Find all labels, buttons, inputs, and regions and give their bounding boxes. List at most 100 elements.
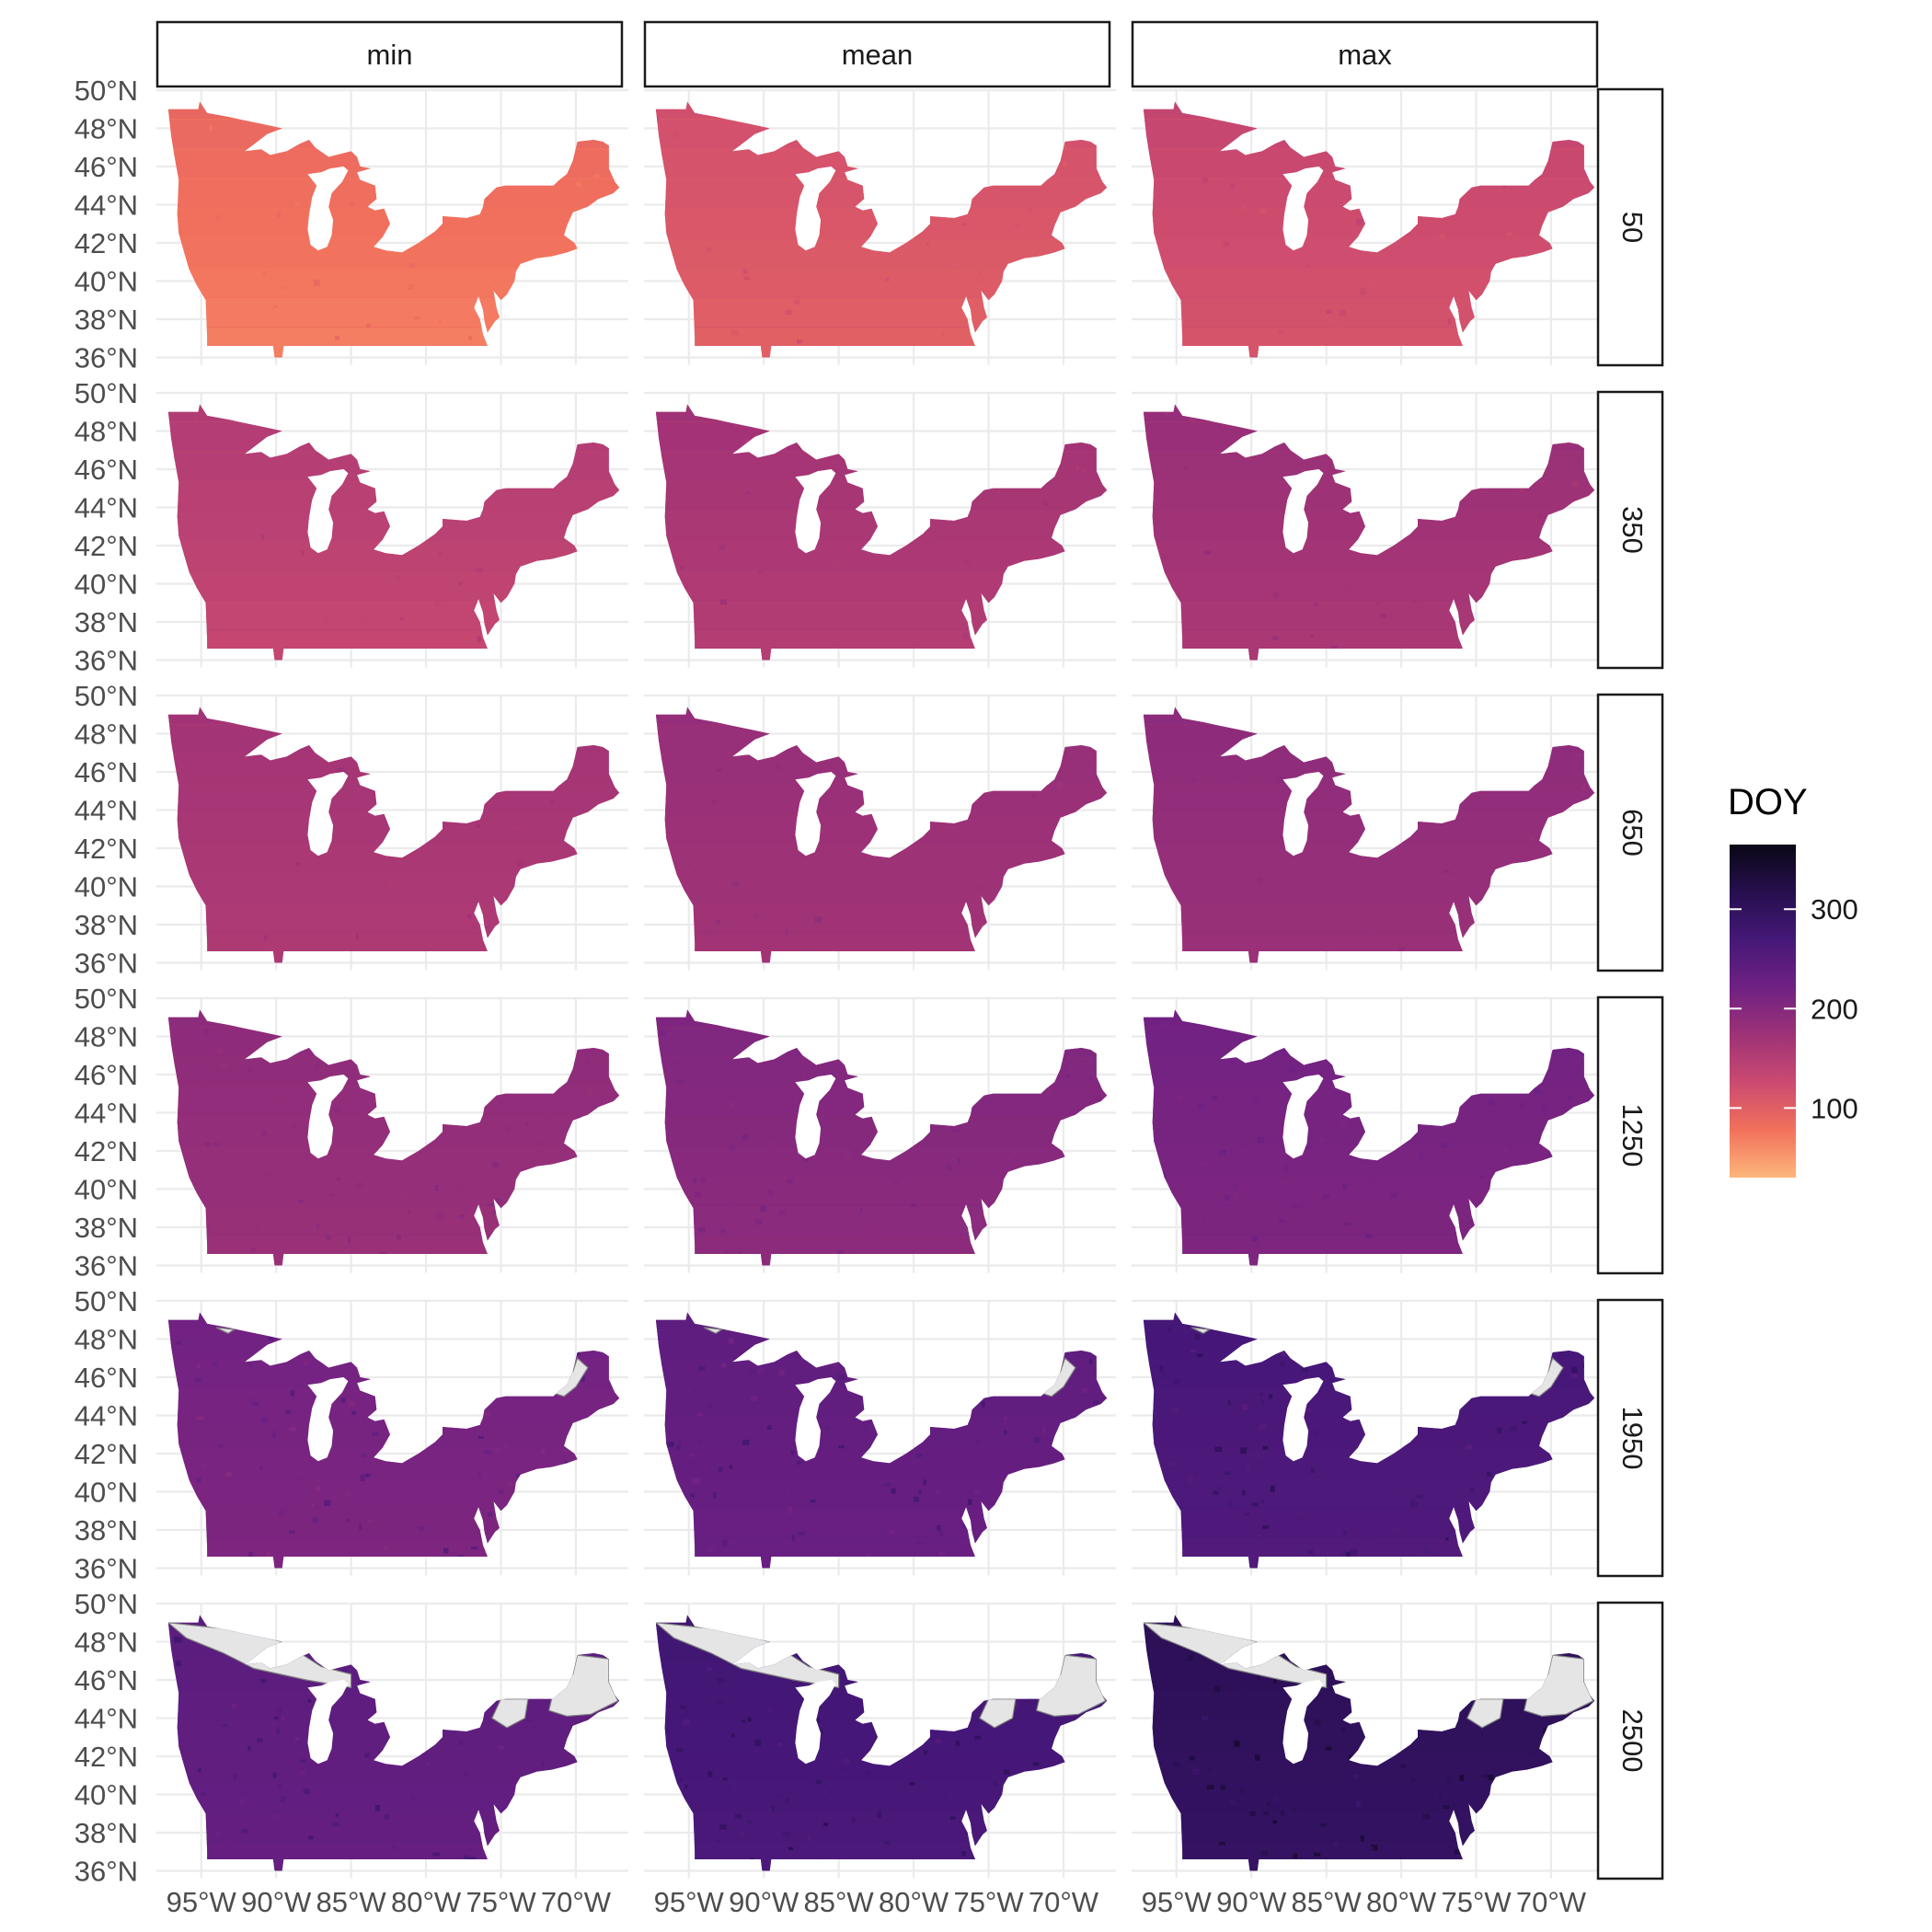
doy-raster-cell (1443, 1005, 1449, 1009)
doy-raster-cell (1101, 1039, 1106, 1044)
doy-raster-cell (432, 1852, 441, 1857)
doy-raster-band (1143, 178, 1595, 208)
doy-raster-cell (1322, 1360, 1327, 1365)
doy-raster-cell (178, 535, 182, 539)
doy-raster-cell (1242, 204, 1248, 211)
doy-raster-cell (962, 1369, 968, 1374)
doy-raster-cell (1064, 144, 1068, 151)
doy-raster-cell (331, 1822, 339, 1827)
doy-raster-cell (1102, 270, 1108, 276)
doy-raster-cell (698, 1365, 706, 1371)
doy-raster-cell (1305, 1408, 1312, 1412)
doy-raster-cell (922, 650, 927, 654)
doy-raster-cell (1363, 499, 1370, 504)
doy-raster-cell (1570, 1366, 1578, 1374)
doy-raster-cell (776, 1793, 785, 1798)
doy-raster-cell (1466, 1303, 1469, 1307)
doy-raster-cell (526, 1718, 531, 1722)
doy-raster-cell (946, 1164, 952, 1171)
doy-raster-cell (604, 1478, 608, 1483)
doy-raster-cell (570, 1214, 575, 1220)
doy-raster-cell (1259, 1500, 1265, 1504)
doy-raster-cell (1258, 876, 1264, 883)
doy-raster-cell (1292, 1807, 1295, 1811)
doy-raster-band (655, 120, 1108, 149)
doy-raster-cell (1027, 206, 1033, 212)
doy-raster-cell (962, 1041, 970, 1046)
doy-raster-cell (420, 1547, 425, 1553)
doy-raster-cell (169, 1165, 176, 1171)
doy-raster-cell (974, 783, 982, 789)
doy-raster-cell (167, 1193, 172, 1198)
doy-raster-cell (311, 1328, 315, 1334)
map-panel-min-1250: 50°N48°N46°N44°N42°N40°N38°N36°N (75, 983, 628, 1282)
doy-raster-band (655, 873, 1108, 903)
doy-raster-cell (536, 1627, 544, 1633)
doy-raster-cell (791, 1535, 795, 1542)
doy-raster-cell (1144, 1853, 1150, 1858)
doy-raster-cell (374, 1805, 380, 1811)
doy-raster-cell (659, 1254, 664, 1259)
doy-raster-cell (1156, 1474, 1163, 1480)
doy-raster-cell (1416, 1494, 1424, 1499)
doy-raster-cell (1529, 836, 1535, 841)
doy-raster-cell (484, 1017, 490, 1024)
doy-raster-cell (1431, 1256, 1438, 1263)
doy-raster-cell (1313, 603, 1318, 607)
doy-raster-cell (334, 569, 341, 575)
doy-raster-cell (491, 1317, 499, 1323)
map-panel-min-50: 50°N48°N46°N44°N42°N40°N38°N36°N (75, 75, 628, 374)
doy-raster-band (651, 1266, 1116, 1294)
doy-raster-cell (898, 531, 905, 538)
doy-raster-cell (730, 1102, 736, 1108)
doy-raster-cell (1163, 1834, 1168, 1837)
doy-raster-cell (545, 1046, 548, 1052)
doy-raster-cell (1202, 177, 1208, 184)
doy-raster-cell (926, 242, 929, 247)
doy-raster-cell (1257, 1674, 1260, 1680)
doy-raster-cell (664, 1863, 670, 1867)
doy-raster-cell (1295, 1511, 1302, 1515)
doy-raster-cell (543, 1644, 547, 1650)
doy-raster-cell (701, 1258, 707, 1265)
doy-raster-cell (398, 1378, 404, 1383)
doy-raster-cell (1096, 1243, 1102, 1248)
doy-raster-cell (1365, 1846, 1374, 1851)
doy-raster-cell (1303, 1562, 1311, 1567)
doy-raster-cell (1474, 1429, 1480, 1436)
doy-raster-cell (1214, 1446, 1223, 1453)
strip-box (1596, 693, 1664, 972)
doy-raster-cell (866, 853, 871, 859)
doy-raster-band (655, 404, 1108, 422)
doy-raster-cell (1479, 1174, 1483, 1179)
doy-raster-cell (526, 478, 532, 483)
y-axis-labels: 50°N48°N46°N44°N42°N40°N38°N36°N (75, 983, 138, 1282)
doy-raster-cell (1253, 1305, 1259, 1309)
doy-raster-band (655, 512, 1108, 541)
doy-raster-cell (866, 1168, 869, 1175)
doy-raster-cell (443, 1547, 449, 1554)
doy-raster-cell (232, 700, 235, 706)
doy-raster-cell (167, 1057, 171, 1064)
doy-raster-cell (691, 333, 695, 339)
doy-raster-band (1143, 1330, 1595, 1360)
doy-raster-cell (1307, 1549, 1314, 1555)
doy-raster-cell (1522, 1391, 1529, 1397)
doy-raster-cell (363, 747, 368, 753)
doy-raster-band (1143, 1615, 1595, 1633)
doy-raster-cell (592, 1858, 600, 1863)
doy-raster-cell (1084, 1018, 1091, 1026)
doy-raster-cell (1505, 233, 1512, 236)
doy-raster-cell (1044, 1634, 1052, 1638)
doy-raster-cell (1030, 1778, 1035, 1786)
doy-raster-cell (868, 1067, 876, 1075)
doy-raster-cell (1158, 949, 1164, 952)
doy-raster-cell (1440, 944, 1446, 950)
strip-box (155, 20, 624, 88)
doy-raster-cell (906, 1695, 912, 1699)
doy-raster-cell (1517, 1659, 1523, 1664)
doy-raster-cell (1380, 1364, 1384, 1371)
doy-raster-cell (507, 180, 512, 186)
doy-raster-band (1143, 600, 1595, 629)
doy-raster (167, 101, 620, 358)
